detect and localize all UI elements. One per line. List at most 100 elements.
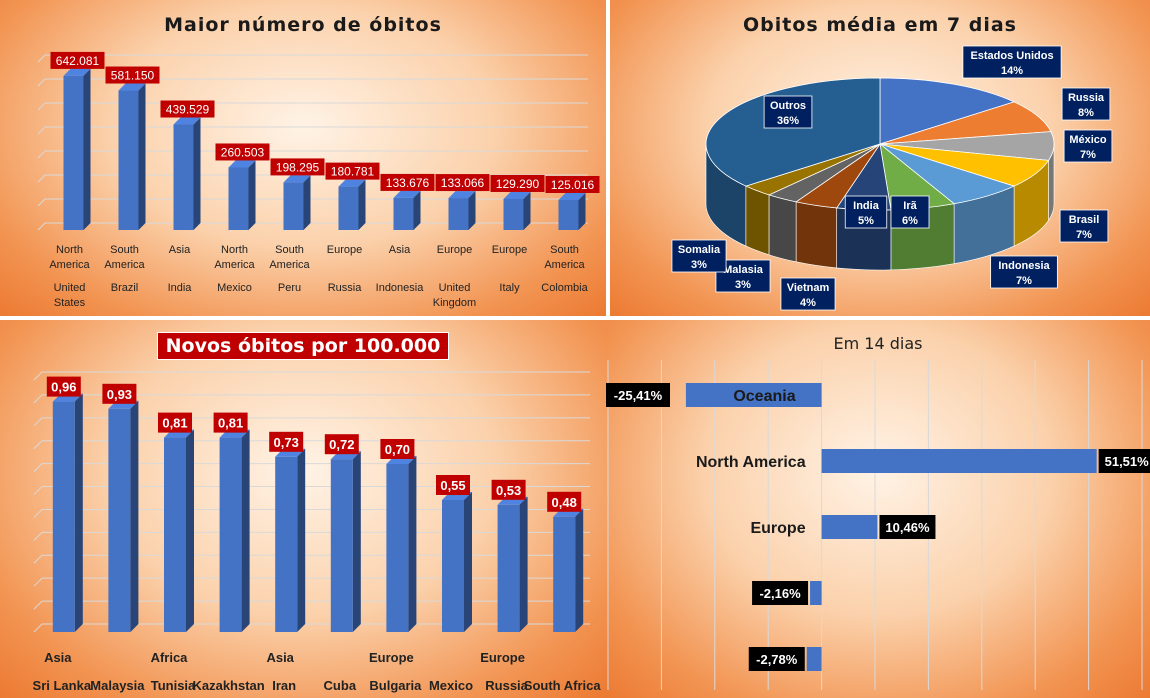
bar xyxy=(448,198,469,230)
data-label-bg xyxy=(490,174,545,192)
data-label-bg xyxy=(158,412,192,433)
data-label: 0,93 xyxy=(107,387,132,402)
x-tick-label: South Africa xyxy=(524,678,602,693)
x-tick-label: Mexico xyxy=(429,678,473,693)
data-label: 0,81 xyxy=(162,416,187,431)
pie-label: Estados Unidos xyxy=(970,50,1053,62)
data-label: 133.066 xyxy=(441,176,485,190)
bar-side xyxy=(241,429,250,632)
x-group-label: America xyxy=(49,259,90,271)
change-hbar-chart: Oceania -25,41% North America 51,51% Europe 1… xyxy=(606,360,1150,690)
bar xyxy=(553,516,576,632)
data-label: 0,70 xyxy=(385,442,410,457)
bar-top xyxy=(118,83,146,91)
pie-pct-label: 5% xyxy=(858,215,874,227)
pie-pct-label: 8% xyxy=(1078,107,1094,119)
x-tick-label: Brazil xyxy=(111,282,139,294)
bar-top xyxy=(338,179,366,187)
bar xyxy=(63,75,84,230)
x-tick-label: Tunisia xyxy=(151,678,196,693)
data-label-bg xyxy=(215,143,270,161)
pie-label-bg xyxy=(763,95,813,129)
bar-side xyxy=(297,448,306,632)
bar-side xyxy=(578,192,586,230)
pie-slice-side xyxy=(795,201,838,269)
gridline xyxy=(33,509,43,518)
gridline xyxy=(33,394,43,404)
pie-label-bg xyxy=(1063,129,1113,163)
x-tick-label: Russia xyxy=(485,678,528,693)
pie-label: Indonesia xyxy=(998,260,1050,272)
x-tick-label: United xyxy=(54,282,86,294)
x-tick-label: India xyxy=(168,282,193,294)
pie-label-bg xyxy=(844,195,888,229)
bar-side xyxy=(303,175,311,230)
data-label-bg xyxy=(491,479,526,500)
gridline xyxy=(33,623,43,633)
bar-side xyxy=(575,508,584,632)
data-label: 51,51% xyxy=(1105,454,1150,469)
x-group-label: Europe xyxy=(327,244,362,256)
pie-label: Irã xyxy=(903,200,917,212)
bar-top xyxy=(228,160,256,168)
chart-title: Obitos média em 7 dias xyxy=(743,14,1017,36)
data-label: 0,55 xyxy=(440,478,465,493)
x-group-label: South xyxy=(550,244,579,256)
gridline xyxy=(33,577,43,587)
bar xyxy=(442,500,464,632)
pie-label: Somalia xyxy=(678,244,721,256)
pie-label: Russia xyxy=(1068,92,1105,104)
pie-slice xyxy=(879,77,1016,145)
data-label: 0,72 xyxy=(329,437,354,452)
x-tick-label: Italy xyxy=(499,282,520,294)
pie-pct-label: 6% xyxy=(902,215,918,227)
chart-title: Em 14 dias xyxy=(833,334,923,353)
x-tick-label: Bulgaria xyxy=(369,678,422,693)
pie-pct-label: 36% xyxy=(777,115,799,127)
pie-label-bg xyxy=(990,255,1058,289)
bar-side xyxy=(193,117,201,230)
x-group-label: South xyxy=(110,244,139,256)
bar xyxy=(118,90,139,230)
data-label-bg xyxy=(380,439,415,459)
x-tick-label: Kazakhstan xyxy=(192,678,264,693)
bar-top xyxy=(393,190,421,198)
pie-pct-label: 7% xyxy=(1016,275,1032,287)
bar xyxy=(108,408,131,632)
chart-title: Maior número de óbitos xyxy=(164,14,442,36)
data-label: 0,48 xyxy=(552,495,577,510)
pie-label: India xyxy=(853,200,880,212)
data-label-bg xyxy=(102,383,137,404)
gridline xyxy=(37,102,46,111)
y-tick-label: Europe xyxy=(750,520,805,537)
gridline xyxy=(37,150,46,159)
data-label-bg xyxy=(435,174,490,192)
pie-label-bg xyxy=(890,195,930,229)
data-label-bg xyxy=(606,383,670,407)
data-label: -2,78% xyxy=(756,652,798,667)
pie-label-bg xyxy=(1059,209,1109,243)
x-tick-label: United xyxy=(439,282,471,294)
pie-pct-label: 4% xyxy=(800,297,816,309)
gridline xyxy=(33,532,43,541)
gridline xyxy=(37,54,46,63)
data-label: 0,73 xyxy=(274,435,299,450)
bar-top xyxy=(63,68,91,76)
pie-label-bg xyxy=(671,239,727,273)
x-group-label: America xyxy=(214,259,255,271)
bar-side xyxy=(130,400,139,632)
bar xyxy=(503,198,524,230)
bar xyxy=(386,464,409,632)
gridline xyxy=(37,198,46,207)
data-label: -25,41% xyxy=(614,388,663,403)
bar xyxy=(393,197,414,230)
data-label: 125.016 xyxy=(551,178,595,192)
data-label: 0,96 xyxy=(51,380,76,395)
x-tick-label: Sri Lanka xyxy=(33,678,92,693)
bar xyxy=(283,182,304,230)
bar-side xyxy=(358,179,366,230)
data-label-bg xyxy=(752,581,809,605)
gridline xyxy=(33,371,43,381)
data-label: 180.781 xyxy=(331,165,375,179)
data-label: 260.503 xyxy=(221,145,265,159)
